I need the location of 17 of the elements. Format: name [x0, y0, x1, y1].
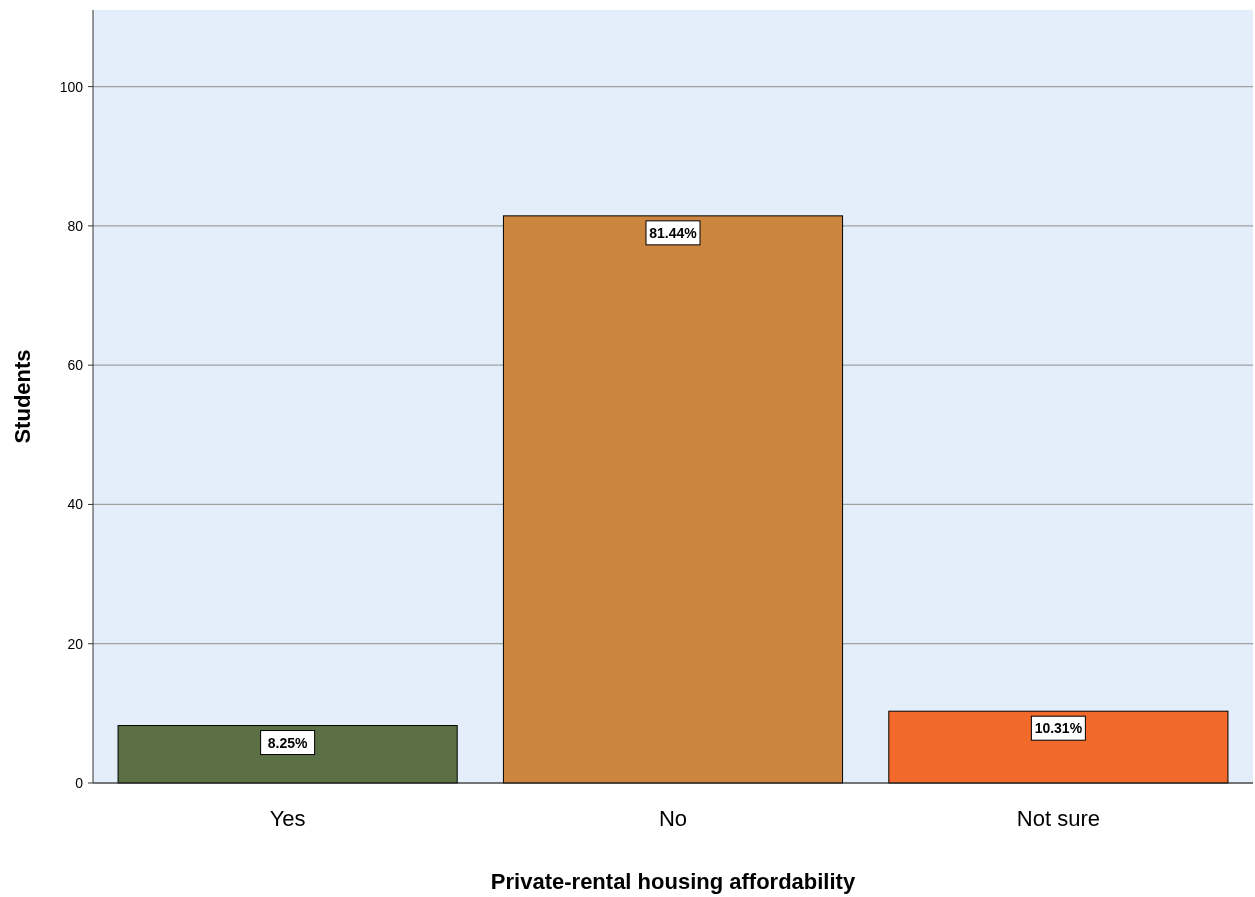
x-axis-title: Private-rental housing affordability — [490, 869, 856, 894]
x-tick-label: No — [658, 806, 688, 831]
y-axis-title: Students — [10, 349, 35, 444]
data-label: 81.44% — [649, 224, 698, 241]
data-label: 10.31% — [1034, 720, 1083, 737]
bar — [888, 710, 1229, 784]
y-tick-label: 100 — [59, 78, 84, 95]
x-tick-label: Not sure — [1016, 806, 1100, 831]
y-tick-label: 0 — [75, 774, 84, 791]
bar — [117, 725, 458, 784]
x-tick-label: Yes — [269, 806, 306, 831]
y-tick-label: 60 — [67, 357, 84, 374]
y-tick-label: 20 — [67, 635, 84, 652]
y-tick-label: 80 — [67, 217, 84, 234]
bar — [502, 215, 844, 784]
data-label: 8.25% — [267, 734, 309, 751]
y-tick-label: 40 — [67, 496, 84, 513]
